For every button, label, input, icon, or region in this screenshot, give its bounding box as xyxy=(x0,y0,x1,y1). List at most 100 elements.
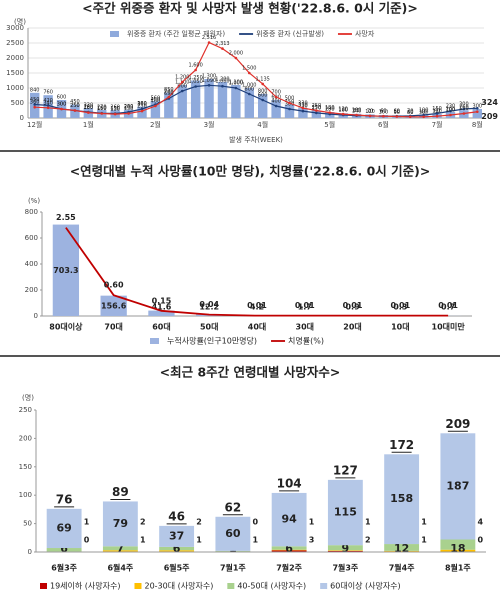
y-tick-label: 500 xyxy=(11,99,24,107)
bar-segment xyxy=(440,539,476,550)
value-label: 170 xyxy=(312,105,322,111)
point xyxy=(395,115,399,118)
point xyxy=(475,106,479,110)
value-label: 250 xyxy=(312,103,322,109)
bar-segment xyxy=(215,516,251,551)
value-label: 6 xyxy=(285,542,293,555)
chart-title: <연령대별 누적 사망률(10만 명당), 치명률('22.8.6. 0시 기준… xyxy=(70,164,431,179)
value-label: 60 xyxy=(225,527,241,540)
value-label: 80 xyxy=(407,110,413,116)
value-label: 450 xyxy=(151,97,161,103)
value-label: 1 xyxy=(309,518,315,527)
x-tick-label: 70대 xyxy=(104,322,123,332)
value-label: 0.01 xyxy=(247,301,267,310)
legend-label: 치명률(%) xyxy=(288,336,324,346)
value-label: 180 xyxy=(84,105,94,111)
value-label: 560 xyxy=(151,96,161,102)
value-label: 250 xyxy=(70,103,80,109)
value-label: 6 xyxy=(60,542,68,555)
bar xyxy=(311,110,322,118)
y-tick-label: 0 xyxy=(28,548,32,556)
bar xyxy=(164,92,174,118)
value-label: 400 xyxy=(151,99,161,105)
point xyxy=(194,85,197,88)
value-label: 760 xyxy=(43,90,53,96)
value-label: 330 xyxy=(84,103,94,109)
value-label: 70 xyxy=(407,108,413,114)
point xyxy=(274,104,278,108)
point xyxy=(73,109,77,112)
bar-segment xyxy=(215,550,251,552)
point xyxy=(341,112,345,116)
bar-segment xyxy=(271,549,307,551)
value-label: 150 xyxy=(110,106,120,112)
point xyxy=(408,115,412,119)
value-label: 1,090 xyxy=(202,78,216,84)
value-label: 1,200 xyxy=(175,75,189,81)
legend-swatch xyxy=(227,583,235,589)
point xyxy=(422,113,425,117)
point xyxy=(301,109,305,113)
total-label: 46 xyxy=(168,509,185,523)
value-label: 200 xyxy=(84,105,94,111)
value-label: 187 xyxy=(446,479,469,492)
x-tick-label: 6월5주 xyxy=(164,563,190,573)
value-label: 300 xyxy=(473,104,483,110)
value-label: 850 xyxy=(164,87,174,93)
x-tick-label: 6월4주 xyxy=(107,563,133,573)
point xyxy=(33,105,37,109)
bar-segment xyxy=(159,525,195,547)
value-label: 150 xyxy=(124,106,134,112)
value-label: 0.15 xyxy=(152,296,172,305)
x-tick-label: 7월 xyxy=(432,120,443,129)
value-label: 100 xyxy=(379,110,389,116)
value-label: 0 xyxy=(253,518,259,527)
bar-segment xyxy=(327,550,363,551)
value-label: 2 xyxy=(140,518,146,527)
value-label: 158 xyxy=(390,492,413,505)
legend-swatch xyxy=(320,583,328,589)
value-label: 250 xyxy=(312,105,322,111)
y-tick-label: 600 xyxy=(25,234,38,242)
value-label: 1,200 xyxy=(215,77,229,83)
value-label: 300 xyxy=(459,102,469,108)
bar-segment xyxy=(46,508,82,549)
value-label: 0.01 xyxy=(295,301,315,310)
point xyxy=(247,92,251,96)
value-label: 260 xyxy=(459,105,469,111)
value-label: 94 xyxy=(281,513,297,526)
x-tick-label: 1월 xyxy=(83,120,94,129)
bar xyxy=(298,108,308,118)
value-label: 2,313 xyxy=(215,41,229,47)
value-label: 330 xyxy=(298,103,308,109)
value-label: 40 xyxy=(407,109,413,115)
value-label: 2,516 xyxy=(202,35,216,41)
y-tick-label: 200 xyxy=(25,286,38,294)
bar xyxy=(258,94,268,118)
total-label: 89 xyxy=(112,485,129,499)
value-label: 2 xyxy=(196,518,202,527)
value-label: 130 xyxy=(432,109,442,115)
point xyxy=(368,114,372,118)
value-label: 2 xyxy=(365,536,371,545)
total-label: 127 xyxy=(333,463,358,477)
bar xyxy=(217,82,228,118)
value-label: 1 xyxy=(421,536,427,545)
value-label: 100 xyxy=(352,108,362,114)
point xyxy=(435,112,439,115)
bar xyxy=(204,79,214,118)
legend-swatch xyxy=(150,338,159,344)
x-tick-label: 7월2주 xyxy=(276,563,302,573)
chart-title: <주간 위중증 환자 및 사망자 발생 현황('22.8.6. 0시 기준)> xyxy=(82,1,418,16)
bar xyxy=(271,100,281,118)
y-tick-label: 400 xyxy=(25,260,38,268)
value-label: 200 xyxy=(124,105,134,111)
bar-segment xyxy=(440,433,476,540)
value-label: 3 xyxy=(309,536,315,545)
value-label: 130 xyxy=(325,107,335,113)
legend-label: 위중증 환자 (신규발생) xyxy=(256,29,324,38)
value-label: 2,000 xyxy=(229,51,243,57)
value-label: 500 xyxy=(285,96,295,102)
y-tick-label: 250 xyxy=(19,406,32,414)
point xyxy=(315,109,318,112)
